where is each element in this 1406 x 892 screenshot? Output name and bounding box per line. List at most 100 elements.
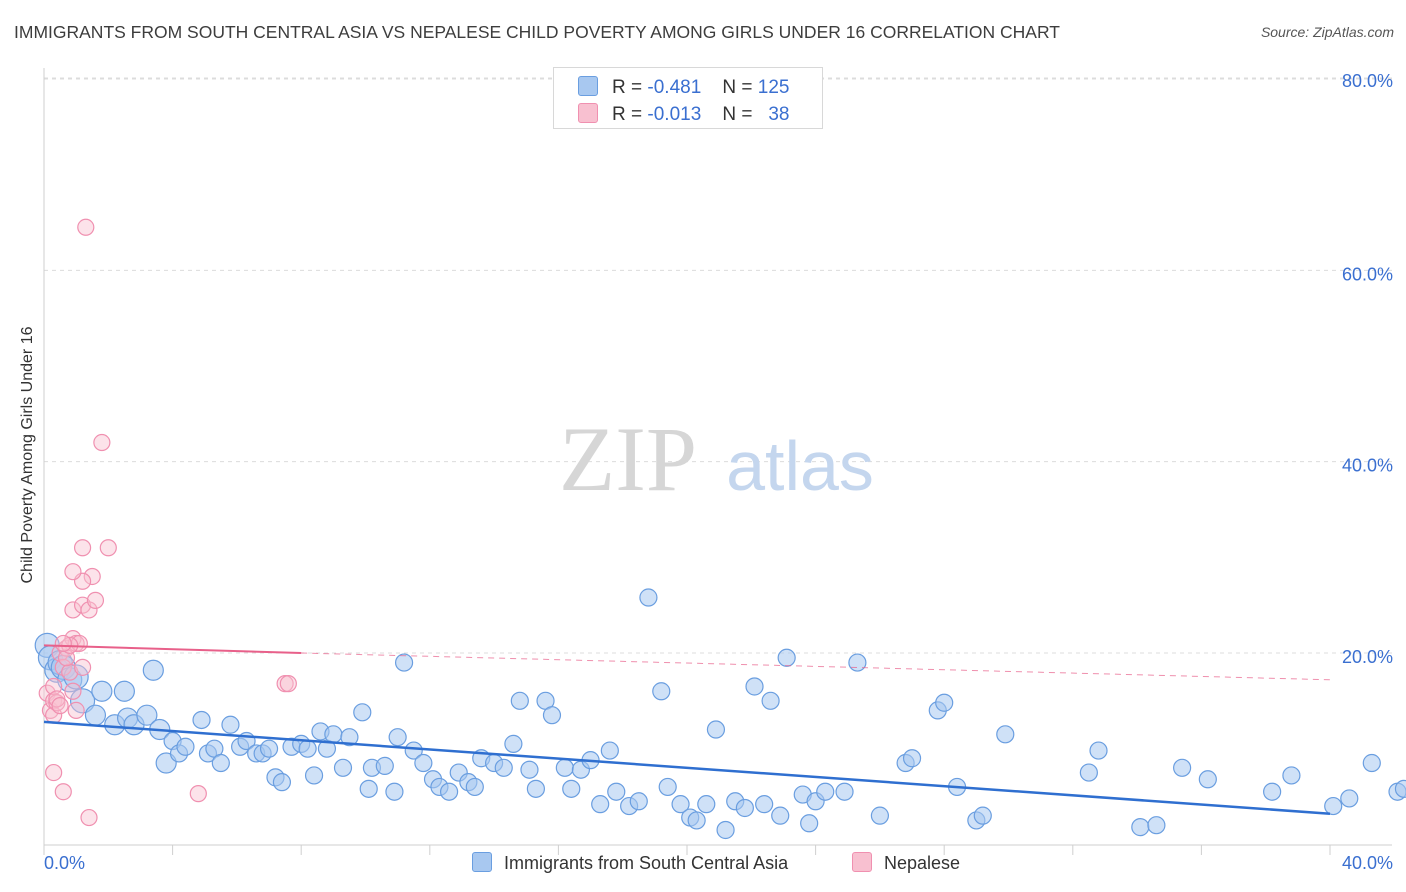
point-immigrants xyxy=(142,659,164,681)
legend-row-nepalese: R = -0.013 N = 38 xyxy=(578,103,789,125)
axis-layer: 20.0% 40.0% 60.0% 80.0% 0.0% 40.0% xyxy=(43,68,1393,873)
point-immigrants xyxy=(333,758,353,777)
point-nepalese xyxy=(54,783,72,801)
legend-swatch-pink xyxy=(578,103,598,123)
point-immigrants xyxy=(777,648,796,667)
point-immigrants xyxy=(359,779,378,798)
point-immigrants xyxy=(1173,758,1192,777)
point-nepalese xyxy=(73,539,92,557)
point-immigrants xyxy=(84,704,107,726)
point-immigrants xyxy=(658,777,677,797)
chart-title: IMMIGRANTS FROM SOUTH CENTRAL ASIA VS NE… xyxy=(14,22,1060,42)
legend-swatch-blue xyxy=(578,76,598,96)
point-immigrants xyxy=(465,777,484,797)
point-immigrants xyxy=(562,779,581,798)
point-immigrants xyxy=(136,704,158,726)
point-immigrants xyxy=(600,741,619,760)
point-immigrants xyxy=(414,753,433,773)
trend-line-immigrants xyxy=(43,720,1331,815)
point-immigrants xyxy=(91,680,113,702)
point-nepalese xyxy=(80,808,98,827)
watermark-zip: ZIP xyxy=(559,408,697,510)
legend-r-value-immigrants: -0.481 xyxy=(647,77,702,98)
point-nepalese xyxy=(93,433,111,452)
point-immigrants xyxy=(902,749,922,768)
point-immigrants xyxy=(494,758,513,777)
point-immigrants xyxy=(639,588,658,607)
point-immigrants xyxy=(771,806,790,825)
point-immigrants xyxy=(176,737,195,756)
point-immigrants xyxy=(542,706,562,725)
series-immigrants-points xyxy=(34,588,1406,840)
point-immigrants xyxy=(1131,818,1150,837)
point-immigrants xyxy=(353,703,372,722)
point-immigrants xyxy=(1198,770,1217,789)
point-immigrants xyxy=(706,720,726,739)
point-immigrants xyxy=(973,806,992,825)
point-nepalese xyxy=(51,697,69,715)
legend-r-value-nepalese: -0.013 xyxy=(647,104,702,125)
point-immigrants xyxy=(1147,816,1166,835)
point-nepalese xyxy=(77,218,95,236)
point-nepalese xyxy=(64,563,82,581)
point-immigrants xyxy=(1324,796,1343,816)
point-immigrants xyxy=(259,739,279,758)
grid-layer xyxy=(44,77,1392,654)
bottom-legend-label-nepalese: Nepalese xyxy=(884,853,961,873)
point-immigrants xyxy=(304,766,324,785)
point-immigrants xyxy=(1394,779,1406,798)
y-tick-label: 20.0% xyxy=(1342,647,1393,667)
point-immigrants xyxy=(761,691,780,710)
legend-row-immigrants: R = -0.481 N = 125 xyxy=(578,76,789,98)
point-immigrants xyxy=(755,795,774,814)
point-nepalese xyxy=(189,785,207,803)
x-tick-label: 40.0% xyxy=(1342,853,1393,873)
point-immigrants xyxy=(385,782,404,801)
point-immigrants xyxy=(1263,782,1282,801)
point-immigrants xyxy=(629,792,648,811)
point-immigrants xyxy=(835,782,854,801)
point-immigrants xyxy=(671,795,690,814)
legend-n-value-nepalese: 38 xyxy=(768,104,790,125)
point-immigrants xyxy=(800,814,819,833)
point-immigrants xyxy=(510,691,529,710)
point-immigrants xyxy=(935,693,954,712)
bottom-legend-nepalese: Nepalese xyxy=(852,852,960,874)
legend-r-label: R = xyxy=(612,104,643,125)
point-immigrants xyxy=(816,782,835,801)
watermark: ZIP atlas xyxy=(559,408,874,510)
point-immigrants xyxy=(272,773,292,792)
point-immigrants xyxy=(1079,763,1098,782)
point-immigrants xyxy=(1340,789,1359,808)
point-immigrants xyxy=(526,779,545,798)
point-immigrants xyxy=(394,653,414,672)
point-nepalese xyxy=(73,658,92,676)
point-immigrants xyxy=(298,739,317,758)
point-immigrants xyxy=(192,710,211,730)
point-nepalese xyxy=(57,639,76,657)
point-nepalese xyxy=(48,694,66,712)
point-immigrants xyxy=(340,728,359,747)
point-immigrants xyxy=(1282,766,1301,785)
source-label: Source: ZipAtlas.com xyxy=(1260,24,1394,40)
x-tick-label: 0.0% xyxy=(44,853,85,873)
point-immigrants xyxy=(735,798,754,818)
point-immigrants xyxy=(745,677,764,696)
point-immigrants xyxy=(870,806,890,825)
trend-line-nepalese-extension xyxy=(301,652,1331,681)
point-immigrants xyxy=(652,682,671,701)
y-tick-label: 60.0% xyxy=(1342,264,1393,284)
trend-line-nepalese xyxy=(43,644,302,654)
point-immigrants xyxy=(520,760,539,779)
point-immigrants xyxy=(211,753,230,773)
point-immigrants xyxy=(324,725,343,744)
point-nepalese xyxy=(45,763,63,782)
point-nepalese xyxy=(80,601,98,619)
point-immigrants xyxy=(113,680,135,702)
bottom-legend-swatch-blue xyxy=(472,852,492,872)
point-immigrants xyxy=(687,811,706,830)
point-immigrants xyxy=(388,728,407,747)
series-nepalese-points xyxy=(38,218,297,827)
y-tick-label: 40.0% xyxy=(1342,456,1393,476)
